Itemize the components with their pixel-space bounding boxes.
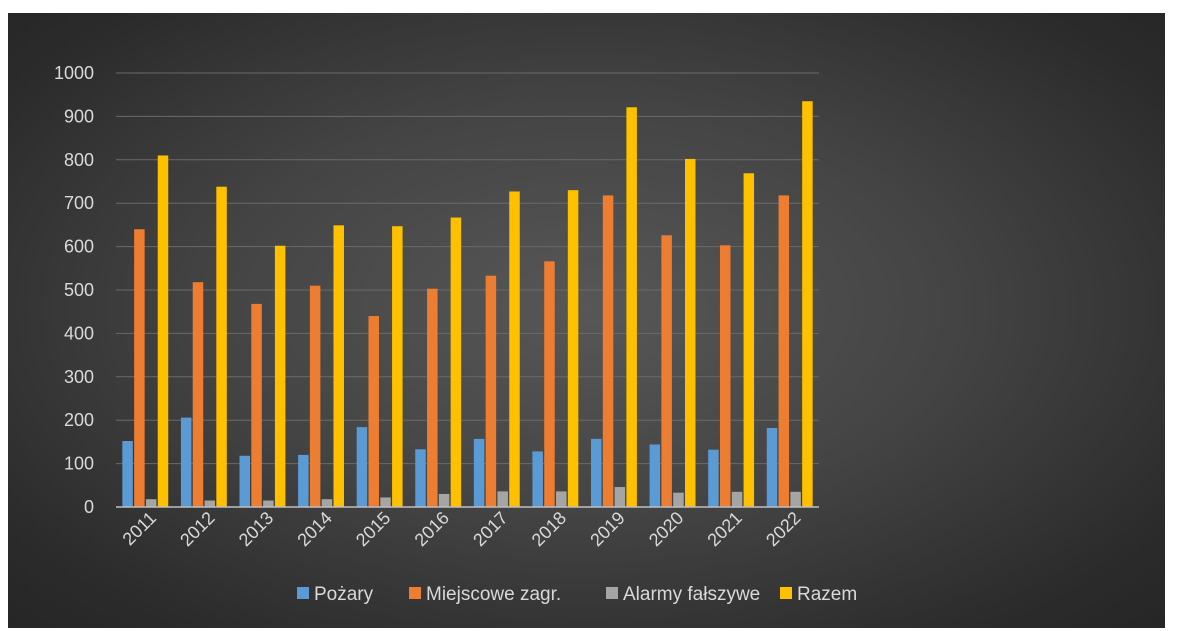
bar [204,500,216,507]
bar [708,449,719,507]
bar [556,491,567,507]
bar [649,444,661,507]
bar [333,225,344,508]
bar [239,455,251,507]
legend-label: Pożary [314,584,374,605]
bar [684,158,696,507]
legend: Pożary Miejscowe zagr. Alarmy fałszywe Raze… [297,584,857,605]
bars [122,101,813,508]
legend-label: Razem [797,584,857,605]
x-tick-label: 2020 [645,508,687,550]
y-tick-label: 800 [64,150,94,170]
bar [192,282,204,507]
bar [380,497,391,507]
y-tick-label: 700 [64,193,94,213]
bar [509,191,520,507]
y-tick-label: 100 [64,454,94,474]
legend-swatch [409,587,421,599]
bar [157,155,169,507]
x-tick-label: 2019 [586,508,628,550]
bar [766,428,778,507]
bar [427,288,438,507]
bar [438,493,450,507]
bar [743,173,755,507]
bar [731,491,743,507]
bar [321,499,333,507]
x-tick-label: 2013 [235,508,277,550]
bar [180,417,192,507]
x-tick-label: 2021 [703,508,745,550]
x-tick-label: 2017 [469,508,511,550]
bar [216,186,227,507]
bar [122,441,133,507]
bar [591,438,602,507]
y-tick-label: 300 [64,367,94,387]
y-tick-label: 1000 [54,63,94,83]
bar [134,229,145,508]
gridlines [116,72,819,465]
bar [251,303,262,507]
bar [602,195,614,507]
y-tick-label: 500 [64,280,94,300]
bar [567,190,579,507]
bar [415,449,426,507]
x-tick-label: 2018 [528,508,570,550]
bar [274,245,286,507]
x-tick-label: 2015 [352,508,394,550]
bar [661,235,672,508]
y-tick-label: 900 [64,106,94,126]
x-tick-label: 2014 [293,508,335,550]
bar [473,438,485,507]
bar [790,491,801,507]
bar [145,499,157,507]
y-axis-ticks: 0 100 200 300 400 500 600 700 800 900 1000 [54,63,94,517]
legend-label: Miejscowe zagr. [426,584,561,605]
y-tick-label: 600 [64,237,94,257]
y-tick-label: 400 [64,323,94,343]
legend-swatch [297,587,309,599]
bar [497,491,508,507]
bar [450,217,462,507]
x-tick-label: 2022 [762,508,804,550]
bar [392,226,403,507]
legend-swatch [606,587,618,599]
bar [368,316,379,507]
bar [614,487,626,507]
bar [263,500,274,507]
bar [532,451,543,507]
bar [802,101,813,508]
legend-swatch [780,587,792,599]
bar [719,245,731,507]
x-tick-label: 2016 [411,508,453,550]
bar [309,285,321,507]
x-tick-label: 2011 [119,508,161,550]
bar [778,195,790,507]
bar [544,261,555,507]
bar [356,427,368,507]
bar [626,107,637,507]
chart-area: 0 100 200 300 400 500 600 700 800 900 1000 2011 201… [8,13,1165,628]
x-tick-label: 2012 [176,508,218,550]
bar [298,454,309,507]
bar [485,275,497,507]
x-axis-ticks: 2011 2012 2013 2014 2015 2016 2017 2018 2019 2020… [119,508,805,550]
legend-label: Alarmy fałszywe [623,584,760,605]
bar [673,492,684,507]
y-tick-label: 200 [64,410,94,430]
y-tick-label: 0 [84,497,94,517]
